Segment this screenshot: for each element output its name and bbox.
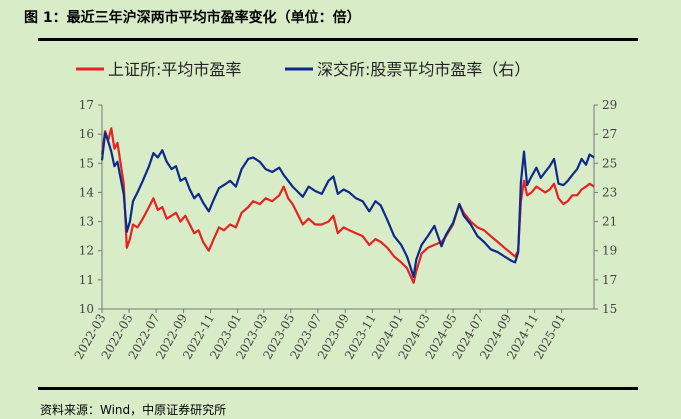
right-tick-label: 15: [602, 302, 617, 316]
series-lines: [100, 127, 595, 284]
figure-title: 图 1：最近三年沪深两市平均市盈率变化（单位：倍）: [24, 10, 361, 26]
left-tick-label: 15: [79, 156, 94, 170]
right-axis-ticks: 15 17 19 21 23 25 27 29: [594, 98, 617, 316]
left-tick-label: 17: [79, 98, 94, 112]
series-line-sse: [100, 127, 595, 284]
top-rule: [38, 38, 638, 41]
left-axis-ticks: 10 11 12 13 14 15 16 17: [79, 98, 102, 316]
left-tick-label: 14: [79, 185, 95, 199]
bottom-rule: [38, 387, 638, 390]
right-tick-label: 27: [602, 127, 617, 141]
legend: 上证所:平均市盈率 深交所:股票平均市盈率（右）: [76, 60, 530, 79]
right-tick-label: 21: [602, 215, 617, 229]
series-line-szse: [100, 131, 595, 278]
x-axis-ticks: 2022-032022-052022-072022-092022-112023-…: [72, 309, 568, 362]
right-tick-label: 17: [602, 273, 617, 287]
legend-label-sse: 上证所:平均市盈率: [108, 60, 241, 79]
left-tick-label: 16: [79, 127, 94, 141]
left-tick-label: 13: [79, 215, 94, 229]
legend-label-szse: 深交所:股票平均市盈率（右）: [317, 60, 530, 79]
right-tick-label: 29: [602, 98, 617, 112]
right-tick-label: 19: [602, 244, 617, 258]
source-note: 资料来源：Wind，中原证券研究所: [40, 403, 227, 417]
left-tick-label: 12: [79, 244, 94, 258]
right-tick-label: 25: [602, 156, 617, 170]
left-tick-label: 10: [79, 302, 94, 316]
left-tick-label: 11: [79, 273, 94, 287]
right-tick-label: 23: [602, 185, 617, 199]
